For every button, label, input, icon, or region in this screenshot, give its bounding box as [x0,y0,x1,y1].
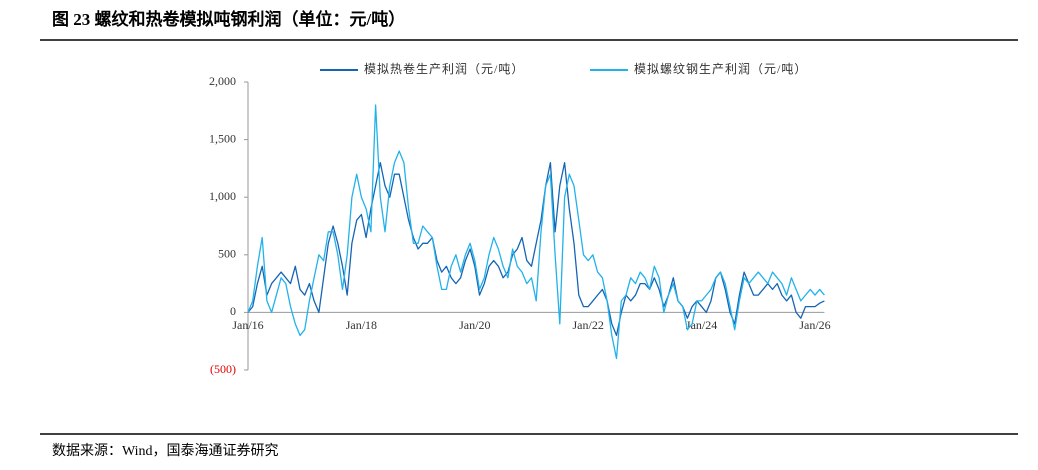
x-tick-label: Jan/18 [346,318,377,332]
y-tick-label: 1,000 [209,189,236,203]
x-tick-label: Jan/24 [686,318,717,332]
x-tick-label: Jan/16 [232,318,263,332]
y-tick-label: (500) [210,362,236,376]
legend-label: 模拟螺纹钢生产利润（元/吨） [634,62,807,76]
y-tick-label: 0 [230,304,236,318]
source: 数据来源：Wind，国泰海通证券研究 [52,443,279,459]
y-tick-label: 2,000 [209,74,236,88]
x-tick-label: Jan/20 [459,318,490,332]
x-tick-label: Jan/26 [799,318,830,332]
chart-title: 图 23 螺纹和热卷模拟吨钢利润（单位：元/吨） [52,9,405,29]
legend-label: 模拟热卷生产利润（元/吨） [364,61,524,76]
y-tick-label: 1,500 [209,131,236,145]
series-line [247,104,825,360]
y-tick-label: 500 [218,247,236,261]
x-tick-label: Jan/22 [573,318,604,332]
